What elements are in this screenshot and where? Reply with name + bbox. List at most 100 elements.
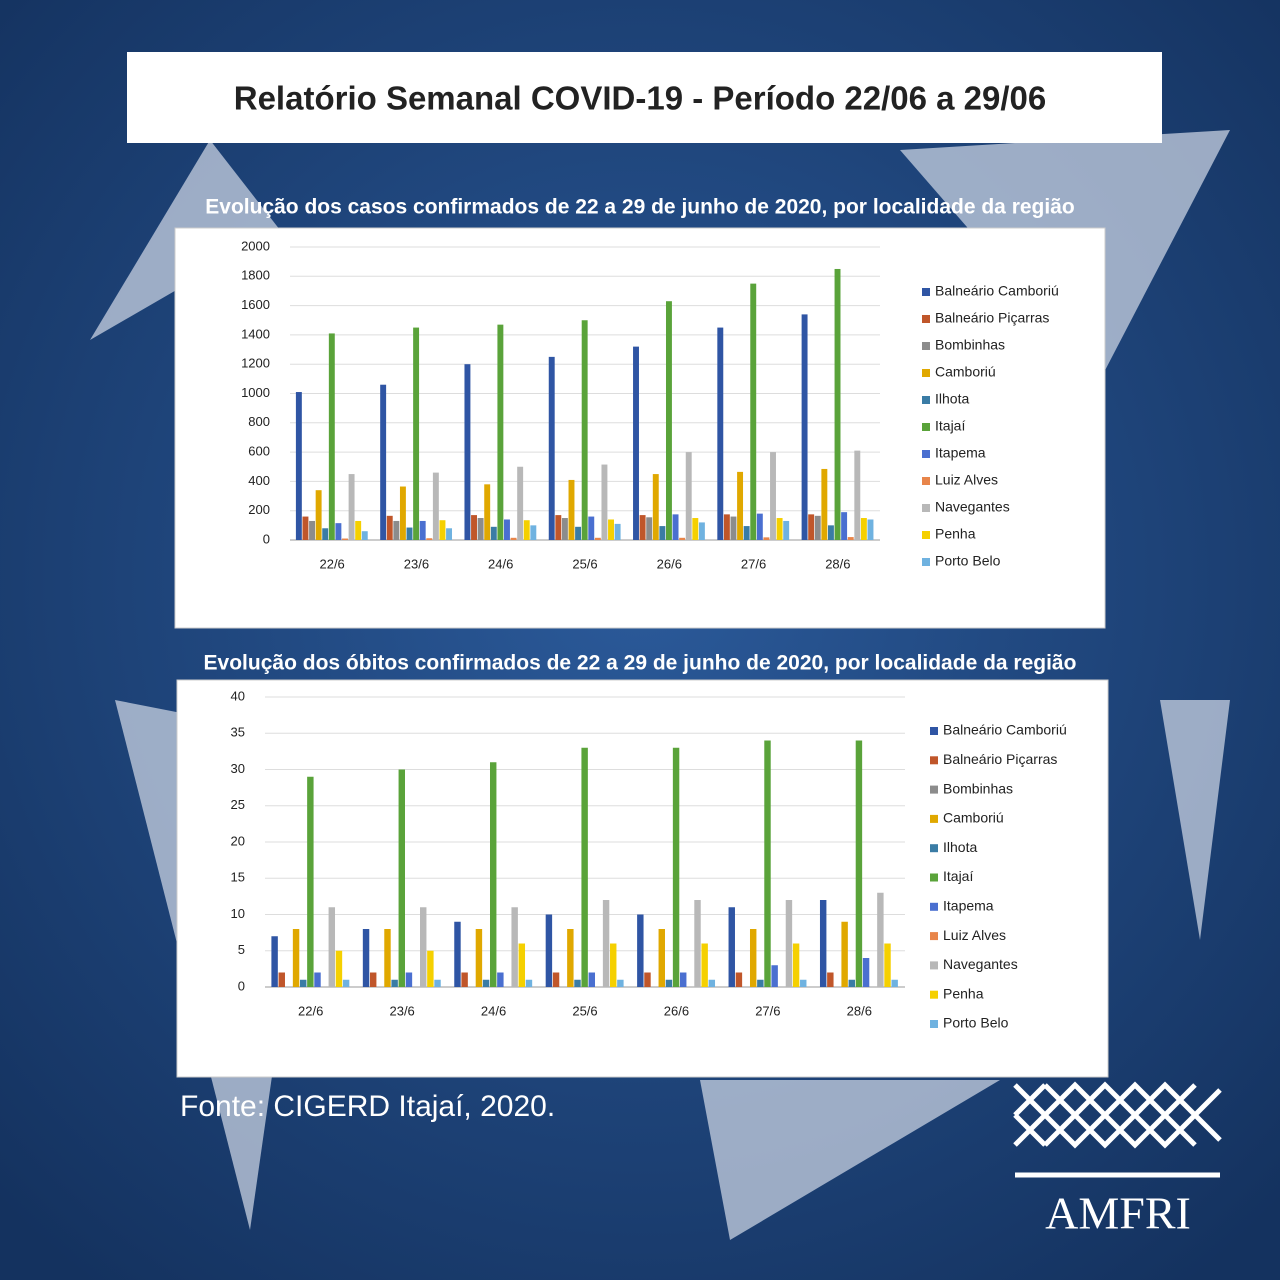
bar: [735, 972, 743, 987]
bar: [497, 972, 504, 987]
bar: [764, 740, 771, 987]
bar: [545, 914, 553, 987]
bar: [637, 914, 644, 987]
bar: [434, 979, 441, 987]
bar: [770, 452, 776, 540]
bar: [827, 972, 834, 987]
legend-swatch: [922, 450, 930, 458]
legend-label: Itajaí: [943, 868, 973, 884]
y-tick-label: 800: [248, 414, 270, 429]
bar: [614, 523, 621, 540]
legend-swatch: [922, 531, 930, 539]
bar: [847, 537, 854, 540]
bar: [302, 516, 309, 540]
bar: [672, 747, 680, 987]
bar: [763, 537, 770, 540]
bar: [399, 486, 406, 540]
bar: [568, 479, 575, 540]
bar: [644, 972, 651, 987]
legend-label: Balneário Camboriú: [943, 722, 1067, 738]
bar: [601, 464, 608, 540]
legend-label: Penha: [935, 526, 976, 542]
bar: [867, 519, 874, 540]
legend-label: Itapema: [943, 898, 994, 914]
legend-label: Itapema: [935, 445, 986, 461]
bar: [877, 892, 884, 987]
x-tick-label: 24/6: [481, 1003, 506, 1018]
legend-swatch: [930, 961, 938, 970]
bar: [756, 513, 763, 540]
bar: [555, 515, 562, 540]
bar: [608, 519, 614, 540]
bar: [801, 314, 808, 540]
bar: [552, 972, 560, 987]
legend-swatch: [922, 558, 930, 566]
x-tick-label: 22/6: [319, 556, 344, 571]
bar: [750, 283, 757, 540]
bar: [855, 740, 863, 987]
bar: [314, 972, 321, 987]
legend-label: Bombinhas: [943, 780, 1013, 796]
bar: [588, 516, 595, 540]
bar: [419, 520, 426, 540]
legend-swatch: [922, 477, 930, 485]
bar: [384, 929, 391, 987]
bar: [335, 523, 342, 540]
bar: [517, 466, 524, 540]
bar: [617, 979, 624, 987]
y-tick-label: 35: [231, 725, 245, 740]
bar: [783, 520, 790, 540]
legend-swatch: [930, 814, 938, 823]
bar: [461, 972, 468, 987]
legend-swatch: [922, 342, 930, 350]
bar: [271, 936, 278, 987]
bar: [380, 384, 387, 540]
bar: [362, 929, 370, 987]
y-tick-label: 0: [238, 978, 245, 993]
bar: [335, 950, 343, 987]
bar: [692, 518, 699, 540]
legend-label: Camboriú: [935, 364, 996, 380]
y-tick-label: 1600: [241, 297, 270, 312]
bar: [548, 356, 555, 540]
bar: [862, 958, 870, 987]
legend-swatch: [930, 873, 938, 882]
bar: [685, 452, 692, 540]
legend-swatch: [930, 727, 938, 735]
bar: [567, 929, 574, 987]
bar: [426, 538, 433, 540]
bar: [841, 512, 848, 540]
legend-label: Ilhota: [935, 391, 969, 407]
y-tick-label: 400: [248, 473, 270, 488]
bar: [482, 979, 490, 987]
logo-mark: [1013, 1081, 1222, 1178]
bar: [834, 268, 841, 540]
bar: [405, 972, 413, 987]
bar: [518, 943, 526, 987]
bar: [574, 979, 581, 987]
legend-label: Itajaí: [935, 418, 965, 434]
bar: [525, 979, 533, 987]
bar: [355, 520, 362, 540]
legend-swatch: [930, 756, 938, 765]
bar: [432, 472, 439, 540]
bar: [708, 979, 716, 987]
bar: [530, 525, 537, 540]
bar: [471, 515, 477, 540]
legend-label: Ilhota: [943, 839, 977, 855]
y-tick-label: 5: [238, 942, 245, 957]
bar: [510, 537, 517, 540]
x-tick-label: 25/6: [572, 556, 597, 571]
legend-label: Porto Belo: [943, 1015, 1009, 1031]
x-tick-label: 26/6: [664, 1003, 689, 1018]
bar: [665, 301, 672, 540]
bar: [800, 979, 807, 987]
bar: [398, 769, 406, 987]
bar: [406, 527, 413, 540]
bar: [848, 979, 855, 987]
source: Fonte: CIGERD Itajaí, 2020.: [180, 1090, 555, 1123]
legend-swatch: [930, 785, 938, 794]
bar: [665, 979, 673, 987]
bar: [841, 921, 848, 987]
y-tick-label: 200: [248, 502, 270, 517]
